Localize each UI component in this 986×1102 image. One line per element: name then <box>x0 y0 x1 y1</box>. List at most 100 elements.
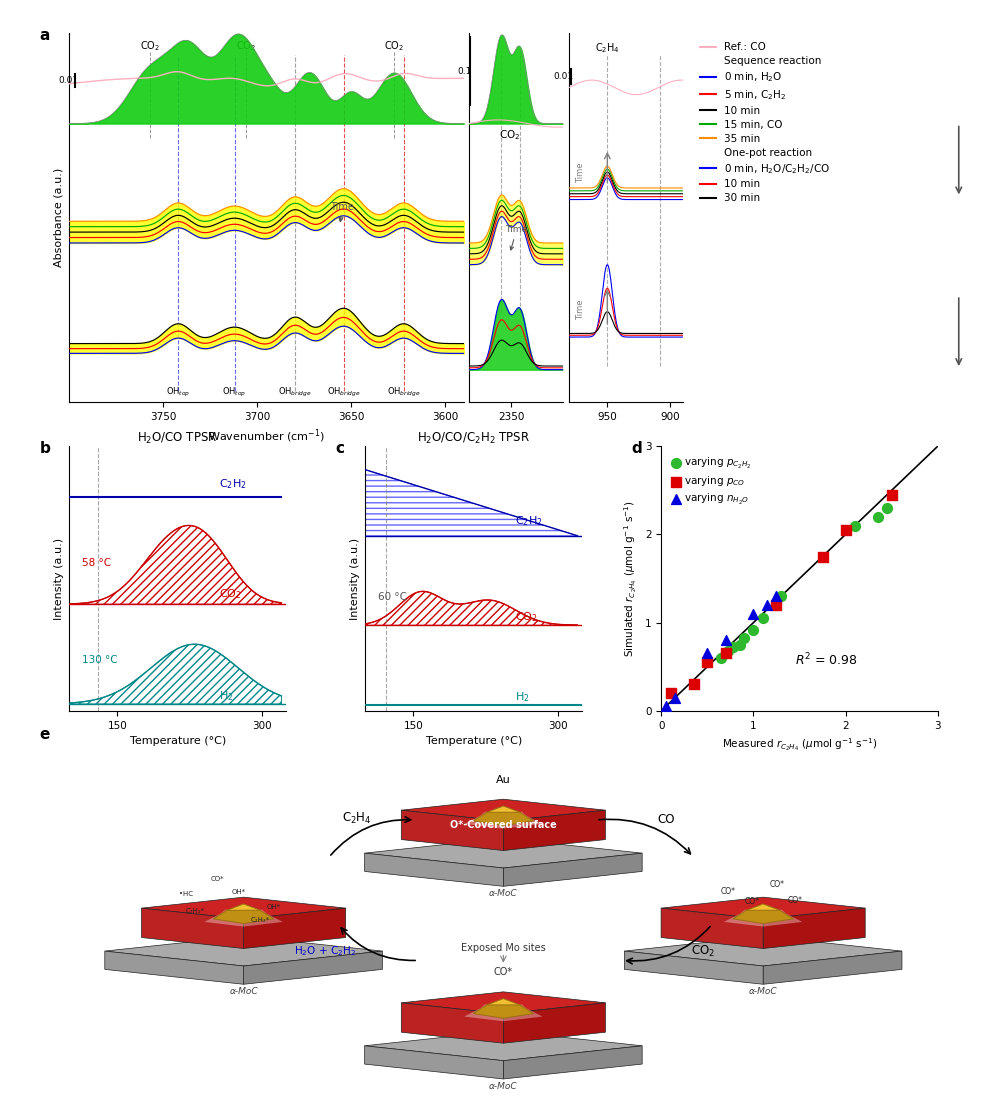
varying $p_{C_2H_2}$ <box>754 609 770 627</box>
Text: α-MoC: α-MoC <box>229 987 257 996</box>
varying $p_{CO}$ <box>699 653 715 671</box>
varying $n_{H_2O}$ <box>699 645 715 662</box>
Text: OH$_{bridge}$: OH$_{bridge}$ <box>278 386 312 399</box>
Text: OH$_{bridge}$: OH$_{bridge}$ <box>387 386 420 399</box>
varying $p_{C_2H_2}$ <box>713 649 729 667</box>
Text: H$_2$: H$_2$ <box>219 689 233 703</box>
varying $p_{C_2H_2}$ <box>772 587 788 605</box>
Text: Time: Time <box>575 162 585 183</box>
Text: CO*: CO* <box>720 887 735 896</box>
Polygon shape <box>105 937 382 966</box>
Text: e: e <box>39 727 50 743</box>
Text: α-MoC: α-MoC <box>488 1082 518 1091</box>
Text: CO$_2$: CO$_2$ <box>515 611 537 625</box>
Text: CO$_2$: CO$_2$ <box>690 944 714 959</box>
Text: CO*: CO* <box>743 897 759 906</box>
Text: OH$_{top}$: OH$_{top}$ <box>222 386 246 399</box>
Text: CO: CO <box>657 813 673 826</box>
Polygon shape <box>204 909 283 927</box>
Polygon shape <box>503 1046 642 1079</box>
Polygon shape <box>213 910 273 923</box>
Title: H$_2$O/CO/C$_2$H$_2$ TPSR: H$_2$O/CO/C$_2$H$_2$ TPSR <box>417 431 529 446</box>
Polygon shape <box>244 908 345 949</box>
X-axis label: Measured $r_{C_2H_4}$ ($\mu$mol g$^{-1}$ s$^{-1}$): Measured $r_{C_2H_4}$ ($\mu$mol g$^{-1}$… <box>721 736 877 753</box>
varying $n_{H_2O}$ <box>758 596 774 614</box>
Text: α-MoC: α-MoC <box>488 889 518 898</box>
Text: 130 °C: 130 °C <box>82 655 117 665</box>
varying $n_{H_2O}$ <box>717 631 733 649</box>
varying $p_{C_2H_2}$ <box>725 638 740 656</box>
Polygon shape <box>472 812 533 825</box>
varying $p_{C_2H_2}$ <box>846 517 862 534</box>
Text: $R^2$ = 0.98: $R^2$ = 0.98 <box>794 651 857 668</box>
Polygon shape <box>401 1003 503 1044</box>
Text: CO$_2$: CO$_2$ <box>384 40 404 53</box>
Text: H$_2$O + C$_2$H$_2$: H$_2$O + C$_2$H$_2$ <box>294 943 356 958</box>
Text: CO*: CO* <box>493 966 513 976</box>
Polygon shape <box>723 909 802 927</box>
Text: C₂H₂*: C₂H₂* <box>185 908 205 915</box>
varying $p_{CO}$ <box>717 645 733 662</box>
Text: CO*: CO* <box>788 896 803 905</box>
Polygon shape <box>661 908 762 949</box>
Text: •HC: •HC <box>178 892 193 897</box>
Text: CO*: CO* <box>769 880 784 889</box>
varying $n_{H_2O}$ <box>744 605 760 623</box>
varying $n_{H_2O}$ <box>768 587 784 605</box>
Y-axis label: Simulated $r_{C_2H_4}$ ($\mu$mol g$^{-1}$ s$^{-1}$): Simulated $r_{C_2H_4}$ ($\mu$mol g$^{-1}… <box>622 500 639 657</box>
Text: O*-Covered surface: O*-Covered surface <box>450 821 556 831</box>
varying $p_{C_2H_2}$ <box>719 642 735 660</box>
varying $p_{C_2H_2}$ <box>869 508 884 526</box>
Polygon shape <box>401 810 503 851</box>
Text: b: b <box>39 441 50 456</box>
Y-axis label: Absorbance (a.u.): Absorbance (a.u.) <box>53 168 63 268</box>
Text: CO$_2$: CO$_2$ <box>236 40 255 53</box>
varying $p_{CO}$ <box>685 676 701 693</box>
Polygon shape <box>364 853 503 886</box>
Polygon shape <box>244 951 382 984</box>
X-axis label: Wavenumber (cm$^{-1}$): Wavenumber (cm$^{-1}$) <box>208 428 324 445</box>
Polygon shape <box>141 908 244 949</box>
Polygon shape <box>745 904 779 917</box>
Polygon shape <box>364 839 642 868</box>
Text: Au: Au <box>496 775 510 785</box>
Polygon shape <box>227 904 260 917</box>
Polygon shape <box>463 811 542 829</box>
varying $p_{C_2H_2}$ <box>736 629 751 647</box>
Text: C$_2$H$_4$: C$_2$H$_4$ <box>341 811 371 826</box>
varying $p_{C_2H_2}$ <box>879 499 894 517</box>
varying $p_{C_2H_2}$ <box>731 636 746 653</box>
Legend: varying $p_{C_2H_2}$, varying $p_{CO}$, varying $n_{H_2O}$: varying $p_{C_2H_2}$, varying $p_{CO}$, … <box>666 452 755 511</box>
varying $p_{CO}$ <box>768 596 784 614</box>
Polygon shape <box>503 810 604 851</box>
Text: CO$_2$: CO$_2$ <box>219 587 242 601</box>
Text: 0.01: 0.01 <box>58 76 79 85</box>
Polygon shape <box>105 951 244 984</box>
Polygon shape <box>401 799 604 821</box>
varying $p_{C_2H_2}$ <box>744 620 760 638</box>
Text: C$_2$H$_4$: C$_2$H$_4$ <box>595 41 619 55</box>
Text: CO$_2$: CO$_2$ <box>499 128 520 142</box>
varying $p_{CO}$ <box>882 486 898 504</box>
Text: 1: 1 <box>418 799 425 809</box>
Polygon shape <box>141 897 345 919</box>
Text: 58 °C: 58 °C <box>82 558 110 568</box>
Text: 4: 4 <box>158 897 166 907</box>
Polygon shape <box>364 1046 503 1079</box>
varying $n_{H_2O}$ <box>667 689 682 706</box>
Text: 60 °C: 60 °C <box>378 593 406 603</box>
Polygon shape <box>364 1030 642 1061</box>
Y-axis label: Intensity (a.u.): Intensity (a.u.) <box>53 538 63 619</box>
Text: OH$_{top}$: OH$_{top}$ <box>166 386 190 399</box>
Title: H$_2$O/CO TPSR: H$_2$O/CO TPSR <box>137 431 218 446</box>
Text: OH*: OH* <box>232 888 246 895</box>
varying $p_{CO}$ <box>662 684 677 702</box>
Text: Exposed Mo sites: Exposed Mo sites <box>460 942 545 952</box>
Text: 0.1: 0.1 <box>457 66 471 76</box>
Text: C$_2$H$_2$: C$_2$H$_2$ <box>219 477 246 491</box>
Polygon shape <box>733 910 793 923</box>
X-axis label: Temperature (°C): Temperature (°C) <box>425 736 522 746</box>
Text: OH*: OH* <box>266 905 280 910</box>
Text: CO$_2$: CO$_2$ <box>140 40 160 53</box>
Text: C$_2$H$_2$: C$_2$H$_2$ <box>515 515 542 528</box>
